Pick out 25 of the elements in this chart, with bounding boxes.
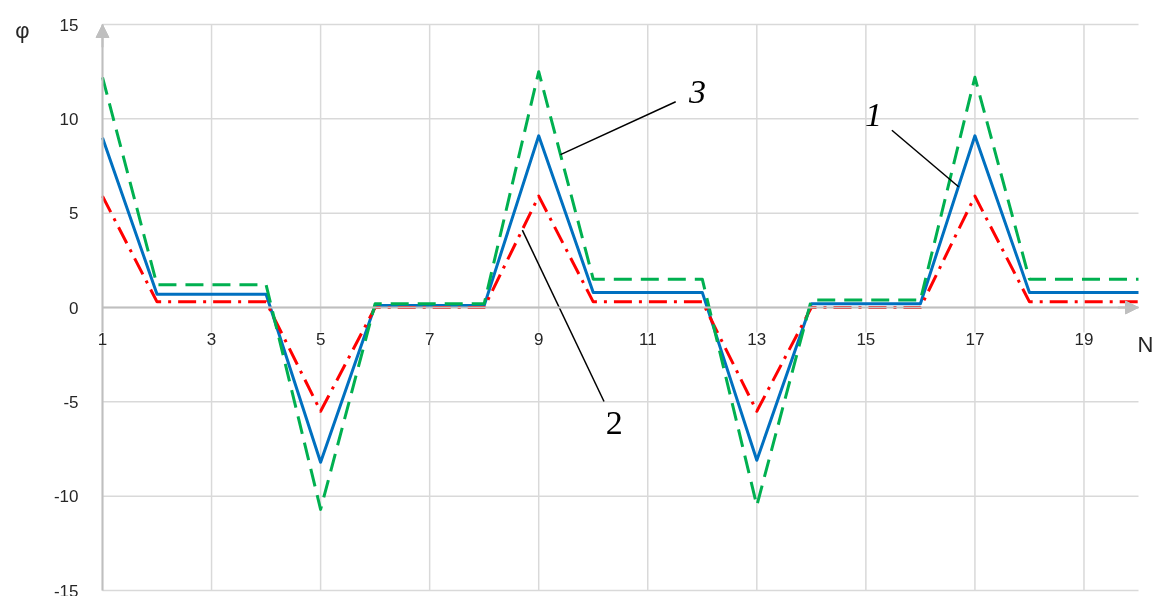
x-tick-label: 13 [747,329,767,349]
x-tick-label: 17 [965,329,985,349]
y-tick-label: 10 [59,109,79,129]
x-axis-title: N [1137,332,1154,357]
y-tick-label: -5 [63,392,79,412]
y-axis-title: φ [15,18,30,43]
x-tick-label: 9 [533,329,544,349]
annotation: 2 [605,404,623,442]
annotation: 3 [688,72,707,110]
y-tick-label: 5 [69,204,79,224]
x-tick-label: 15 [856,329,876,349]
x-tick-label: 1 [97,329,108,349]
x-tick-label: 11 [638,329,657,349]
x-tick-label: 5 [315,329,326,349]
y-tick-label: 0 [69,298,79,318]
x-tick-label: 3 [206,329,217,349]
line-series [101,134,1140,464]
x-tick-label: 7 [424,329,435,349]
y-tick-label: -15 [53,581,79,598]
line-series [101,194,1140,413]
y-tick-label: 15 [59,15,79,35]
annotation: 1 [865,95,883,133]
line-series [101,70,1140,511]
x-tick-label: 19 [1074,329,1094,349]
y-tick-label: -10 [53,487,79,507]
